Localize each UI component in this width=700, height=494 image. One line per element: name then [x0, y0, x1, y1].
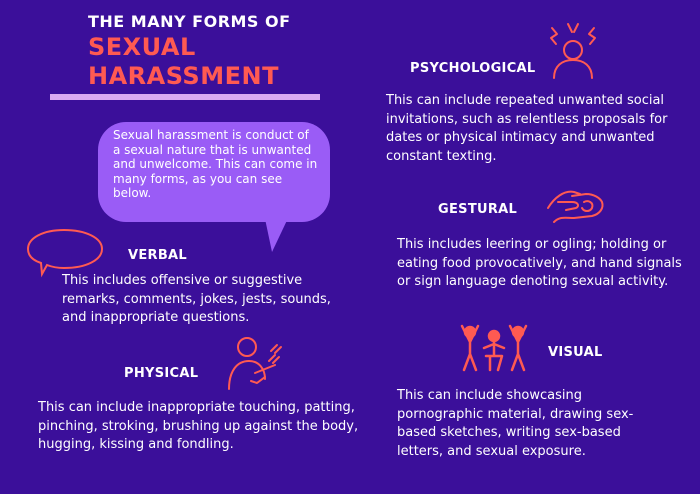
psychological-text: This can include repeated unwanted socia… [386, 93, 668, 164]
title-line-2: SEXUAL [88, 33, 196, 61]
intro-bubble-tail [264, 214, 290, 252]
visual-heading: VISUAL [548, 345, 603, 360]
title-line-1: THE MANY FORMS OF [88, 12, 291, 31]
verbal-text: This includes offensive or suggestive re… [62, 273, 331, 325]
visual-text: This can include showcasing pornographic… [397, 388, 634, 459]
verbal-heading: VERBAL [128, 248, 188, 263]
intro-bubble [98, 122, 330, 222]
physical-text: This can include inappropriate touching,… [38, 400, 359, 452]
stressed-person-icon [550, 23, 596, 79]
group-figures-icon [460, 324, 528, 372]
physical-heading: PHYSICAL [124, 366, 199, 381]
hand-gesture-icon [547, 190, 604, 223]
speech-bubble-icon [26, 228, 104, 278]
psychological-heading: PSYCHOLOGICAL [410, 61, 536, 76]
title-divider [50, 94, 320, 100]
title-line-3: HARASSMENT [88, 62, 279, 90]
gestural-text: This includes leering or ogling; holding… [397, 237, 682, 289]
touching-shoulder-icon [228, 337, 282, 390]
intro-text: Sexual harassment is conduct of a sexual… [113, 128, 318, 200]
gestural-heading: GESTURAL [438, 202, 518, 217]
